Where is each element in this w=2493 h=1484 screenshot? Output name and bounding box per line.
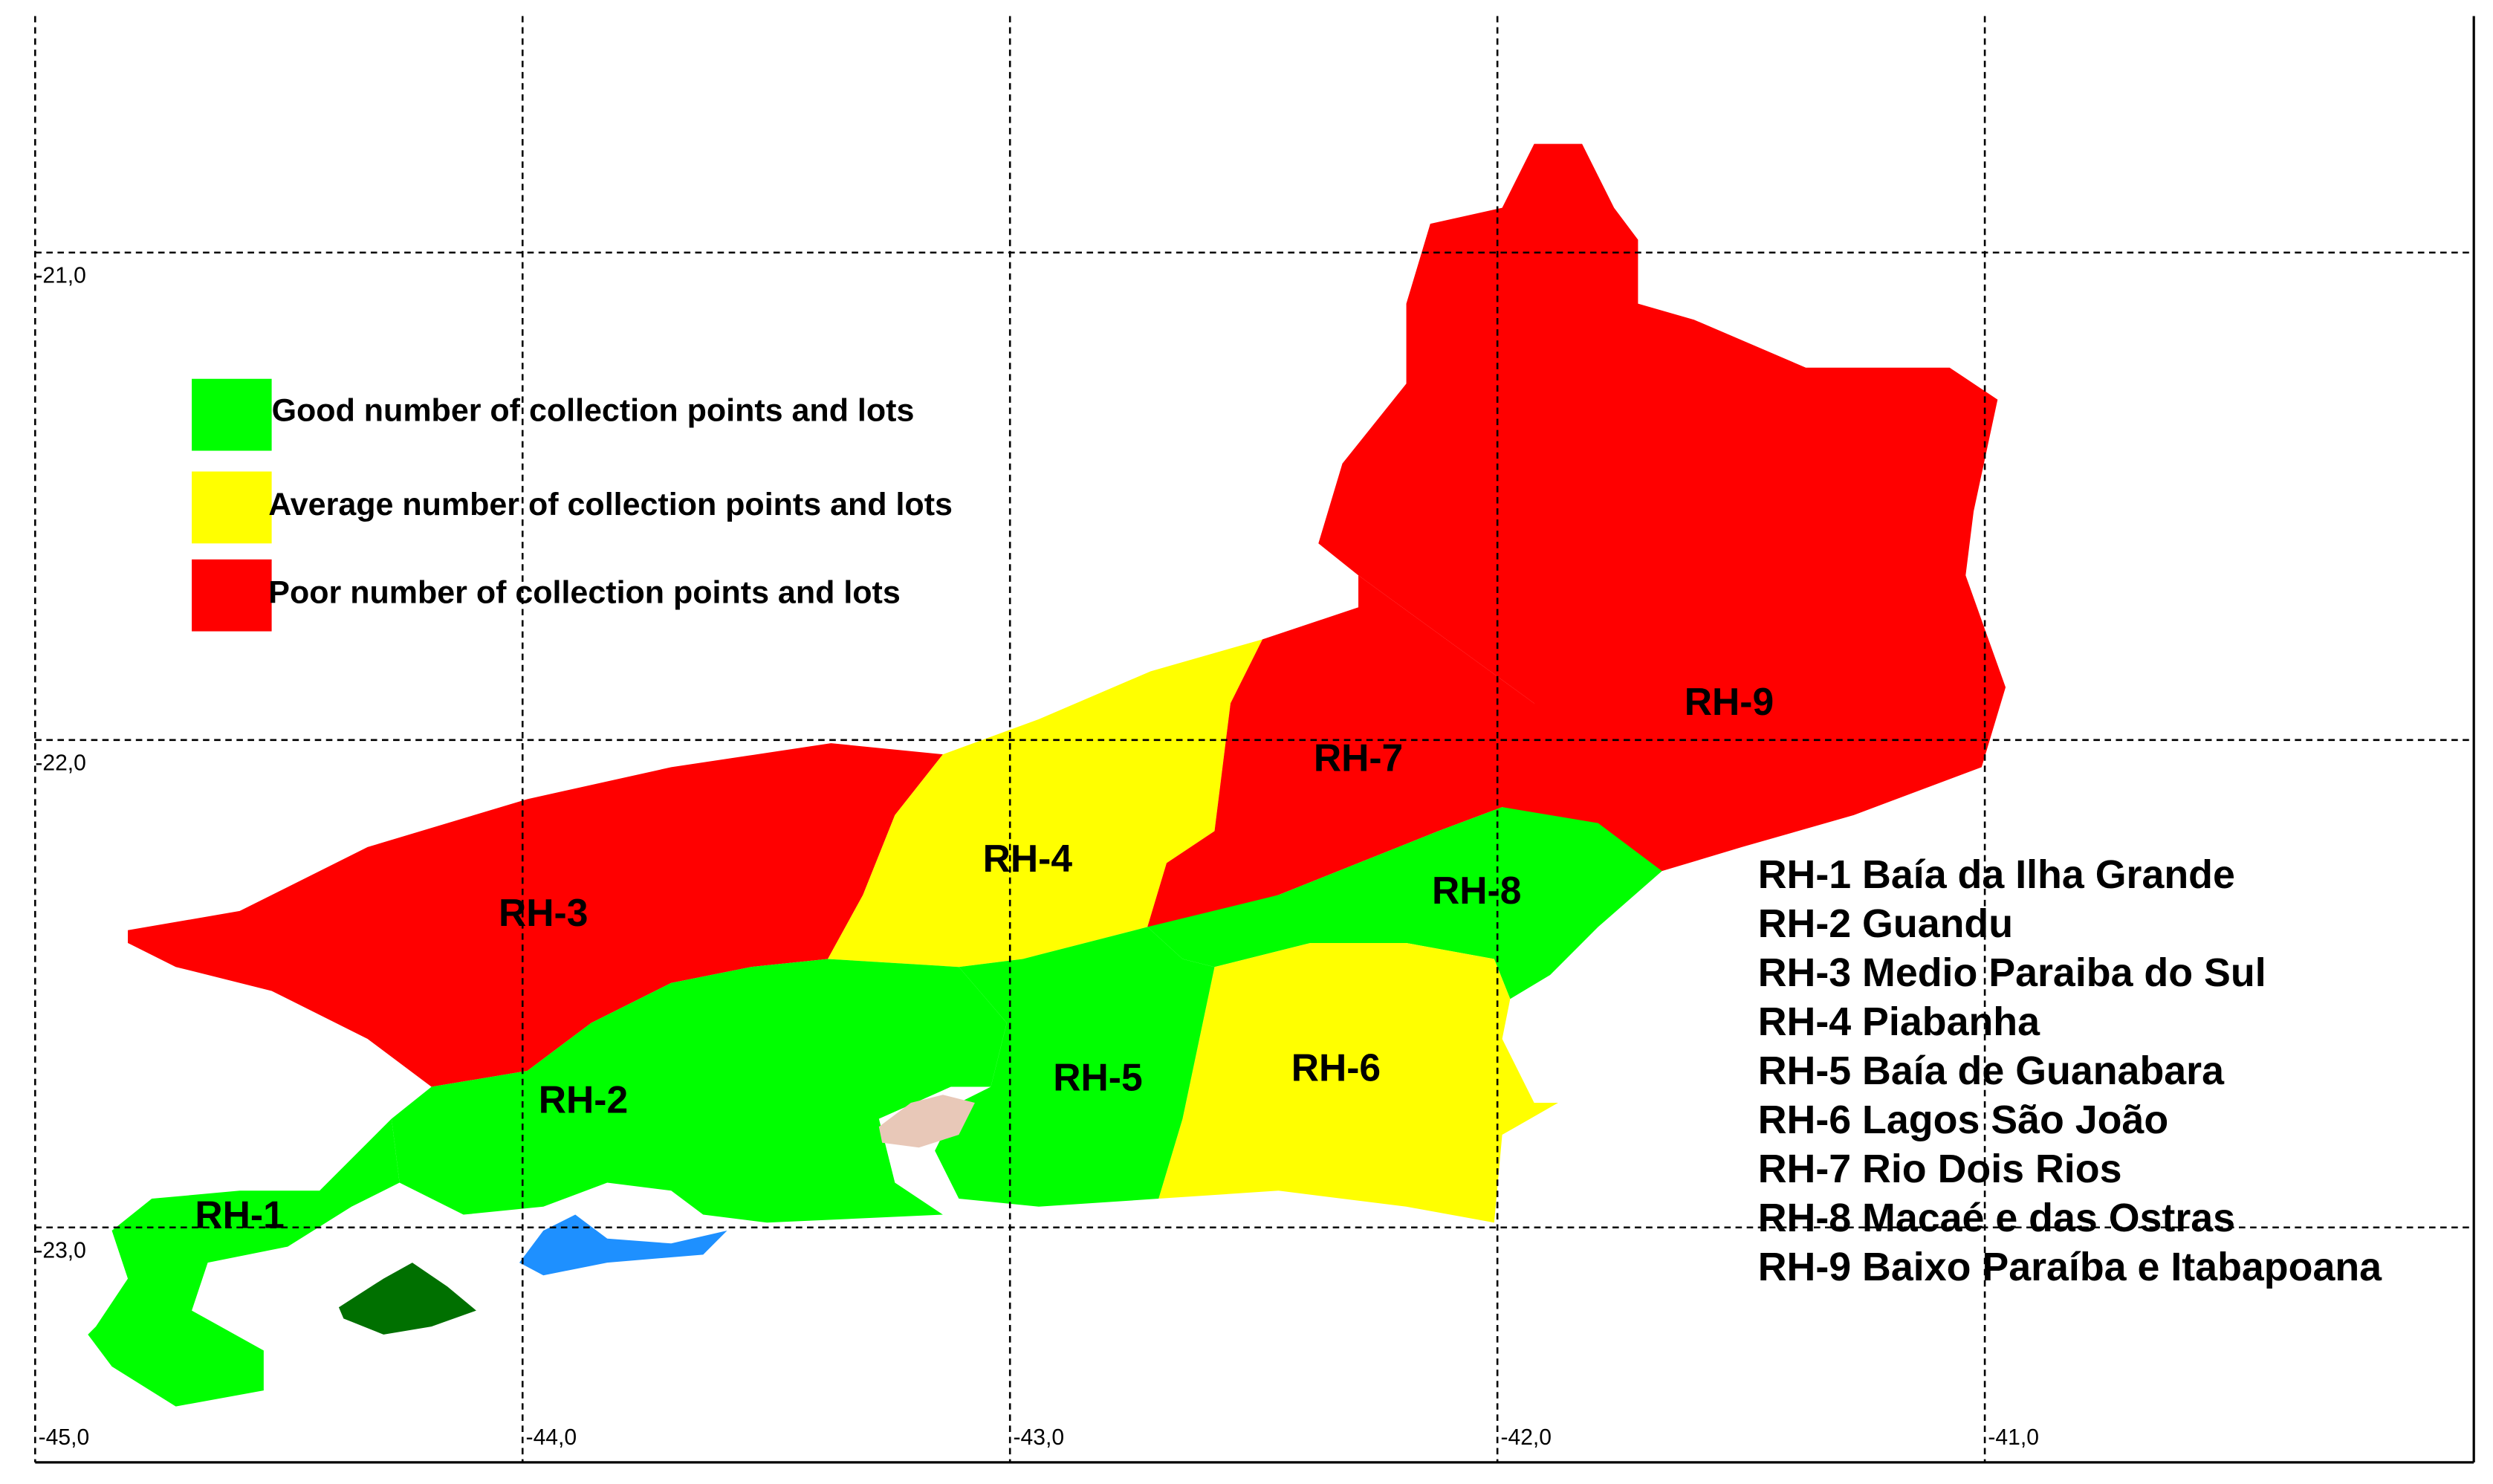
- legend-label: Average number of collection points and …: [268, 487, 953, 522]
- longitude-label: -42,0: [1500, 1425, 1552, 1450]
- longitude-label: -44,0: [526, 1425, 577, 1450]
- latitude-label: -22,0: [35, 751, 86, 776]
- region-name: RH-8 Macaé e das Ostras: [1758, 1196, 2235, 1240]
- region-name: RH-5 Baía de Guanabara: [1758, 1049, 2225, 1093]
- latitude-label: -23,0: [35, 1239, 86, 1263]
- legend-swatch: [192, 471, 272, 544]
- region-name: RH-2 Guandu: [1758, 901, 2013, 946]
- region-label: RH-7: [1314, 736, 1403, 779]
- region-shape: [935, 927, 1215, 1207]
- region-label: RH-4: [983, 837, 1073, 880]
- region-shape: [828, 639, 1263, 968]
- graticule: -45,0 -44,0 -43,0 -42,0 -41,0 -21,0 -22,…: [34, 16, 2475, 1464]
- legend-swatch: [192, 559, 272, 632]
- region-shape: [1147, 575, 1662, 927]
- region-label: RH-3: [499, 891, 588, 934]
- region-name: RH-4 Piabanha: [1758, 999, 2040, 1044]
- bay: [519, 1214, 727, 1276]
- legend: Good number of collection points and lot…: [192, 378, 953, 632]
- region-label: RH-2: [539, 1078, 628, 1121]
- region-label: RH-8: [1432, 869, 1521, 912]
- regions: [88, 143, 2006, 1407]
- legend-label: Good number of collection points and lot…: [272, 392, 915, 428]
- region-shape: [1318, 143, 2006, 872]
- region-label: RH-1: [195, 1193, 284, 1236]
- region-label: RH-5: [1053, 1056, 1142, 1099]
- region-label: RH-6: [1291, 1046, 1381, 1089]
- longitude-label: -43,0: [1014, 1425, 1065, 1450]
- region-shape: [1147, 807, 1662, 999]
- region-shape: [391, 959, 1007, 1223]
- island: [338, 1263, 476, 1335]
- region-shape: [1158, 942, 1558, 1223]
- region-name: RH-1 Baía da Ilha Grande: [1758, 852, 2235, 897]
- lagoon: [878, 1095, 975, 1148]
- longitude-label: -41,0: [1988, 1425, 2039, 1450]
- region-name: RH-7 Rio Dois Rios: [1758, 1147, 2122, 1191]
- region-name: RH-6 Lagos São João: [1758, 1098, 2169, 1142]
- latitude-label: -21,0: [35, 264, 86, 288]
- region-name: RH-9 Baixo Paraíba e Itabapoana: [1758, 1245, 2382, 1289]
- region-label: RH-9: [1685, 680, 1774, 723]
- region-shape: [128, 743, 943, 1087]
- legend-swatch: [192, 378, 272, 451]
- region-shape: [88, 1118, 400, 1407]
- longitude-label: -45,0: [39, 1425, 90, 1450]
- legend-label: Poor number of collection points and lot…: [268, 574, 900, 610]
- region-labels: RH-1 RH-2 RH-3 RH-4 RH-5 RH-6 RH-7 RH-8 …: [195, 680, 1774, 1236]
- region-name: RH-3 Medio Paraiba do Sul: [1758, 950, 2266, 995]
